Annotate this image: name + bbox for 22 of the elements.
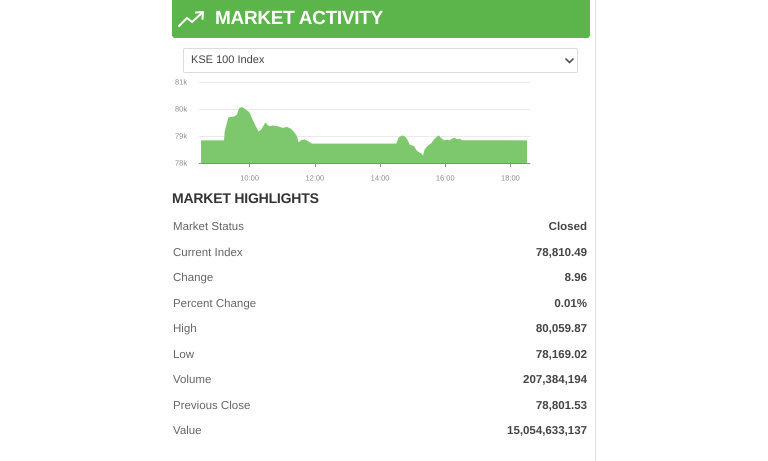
category-label: Volume — [173, 373, 212, 388]
dropdown-field[interactable]: KSE 100 Index — [183, 48, 578, 73]
category-label: Low — [173, 348, 194, 362]
text: 78,169.02 — [536, 348, 587, 360]
text: MARKET HIGHLIGHTS — [172, 189, 319, 207]
category-label: Market Status — [173, 220, 244, 235]
category-label: Value — [173, 424, 202, 439]
chart-title: MARKET ACTIVITY — [215, 7, 383, 31]
text: 80,059.87 — [536, 323, 587, 335]
text: 207,384,194 — [523, 374, 587, 386]
text: 8.96 — [564, 272, 587, 284]
text: 0.01% — [554, 298, 587, 310]
text: Closed — [548, 221, 587, 233]
category-label: Current Index — [173, 246, 243, 260]
text: 15,054,633,137 — [507, 425, 587, 437]
text: 78,810.49 — [536, 246, 587, 258]
category-label: Change — [173, 271, 214, 286]
category-label: High — [173, 322, 197, 337]
chart-subtitle: KSE 100 Index — [191, 53, 264, 68]
category-label: Percent Change — [173, 296, 256, 312]
category-label: Previous Close — [173, 398, 250, 414]
text: 78,801.53 — [536, 400, 587, 412]
